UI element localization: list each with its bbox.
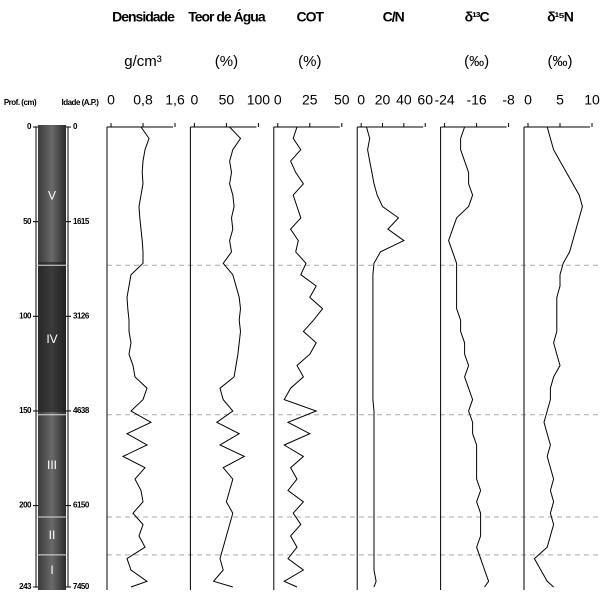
age-tick-label: 3126	[73, 311, 90, 320]
panel-unit: (%)	[298, 53, 321, 70]
x-tick-label: -8	[502, 92, 515, 108]
panel-unit: g/cm³	[124, 53, 162, 70]
panel-title: δ¹⁵N	[547, 9, 574, 25]
x-tick-label: 25	[302, 92, 318, 108]
depth-axis-label: Prof. (cm)	[4, 98, 37, 107]
age-axis-label: Idade (A.P.)	[62, 98, 100, 107]
age-tick-label: 1615	[73, 217, 90, 226]
x-tick-label: 0	[107, 92, 115, 108]
depth-tick-label: 243	[19, 582, 32, 591]
x-tick-label: -16	[466, 92, 486, 108]
panel-title: δ¹³C	[465, 9, 490, 25]
core-unit-label: II	[49, 528, 56, 542]
x-tick-label: 60	[417, 92, 433, 108]
x-tick-label: 50	[334, 92, 350, 108]
x-tick-label: 100	[247, 92, 271, 108]
x-tick-label: 20	[375, 92, 391, 108]
age-tick-label: 4638	[73, 406, 90, 415]
x-tick-label: 0	[274, 92, 282, 108]
x-tick-label: 1,6	[165, 92, 185, 108]
panel-unit: (%)	[215, 53, 238, 70]
core-shade	[38, 262, 66, 412]
depth-tick-label: 100	[19, 311, 32, 320]
x-tick-label: 40	[396, 92, 412, 108]
panel-title: COT	[297, 9, 325, 25]
depth-tick-label: 0	[27, 122, 32, 131]
profile-line	[212, 126, 246, 588]
panel-title: Densidade	[112, 9, 175, 25]
age-tick-label: 6150	[73, 501, 90, 510]
panel-unit: (‰)	[548, 53, 573, 70]
core-unit-label: IV	[46, 332, 57, 346]
panel-title: Teor de Água	[188, 9, 266, 25]
profile-line	[366, 126, 405, 588]
x-tick-label: 5	[556, 92, 564, 108]
x-tick-label: 10	[584, 92, 600, 108]
depth-tick-label: 200	[19, 501, 32, 510]
age-tick-label: 7450	[73, 582, 90, 591]
profile-line	[121, 126, 153, 588]
profile-line	[533, 126, 583, 588]
panel-title: C/N	[383, 9, 405, 25]
x-tick-label: 0	[357, 92, 365, 108]
x-tick-label: 0	[191, 92, 199, 108]
depth-tick-label: 150	[19, 406, 32, 415]
x-tick-label: 0	[524, 92, 532, 108]
profile-line	[283, 126, 324, 588]
age-tick-label: 0	[73, 122, 78, 131]
core-unit-label: III	[47, 458, 57, 472]
core-unit-label: V	[48, 188, 56, 202]
x-tick-label: -24	[434, 92, 454, 108]
panel-unit: (‰)	[464, 53, 489, 70]
x-tick-label: 50	[219, 92, 235, 108]
depth-tick-label: 50	[23, 217, 32, 226]
x-tick-label: 0,8	[133, 92, 153, 108]
core-unit-label: I	[50, 563, 53, 577]
profile-line	[448, 126, 490, 588]
